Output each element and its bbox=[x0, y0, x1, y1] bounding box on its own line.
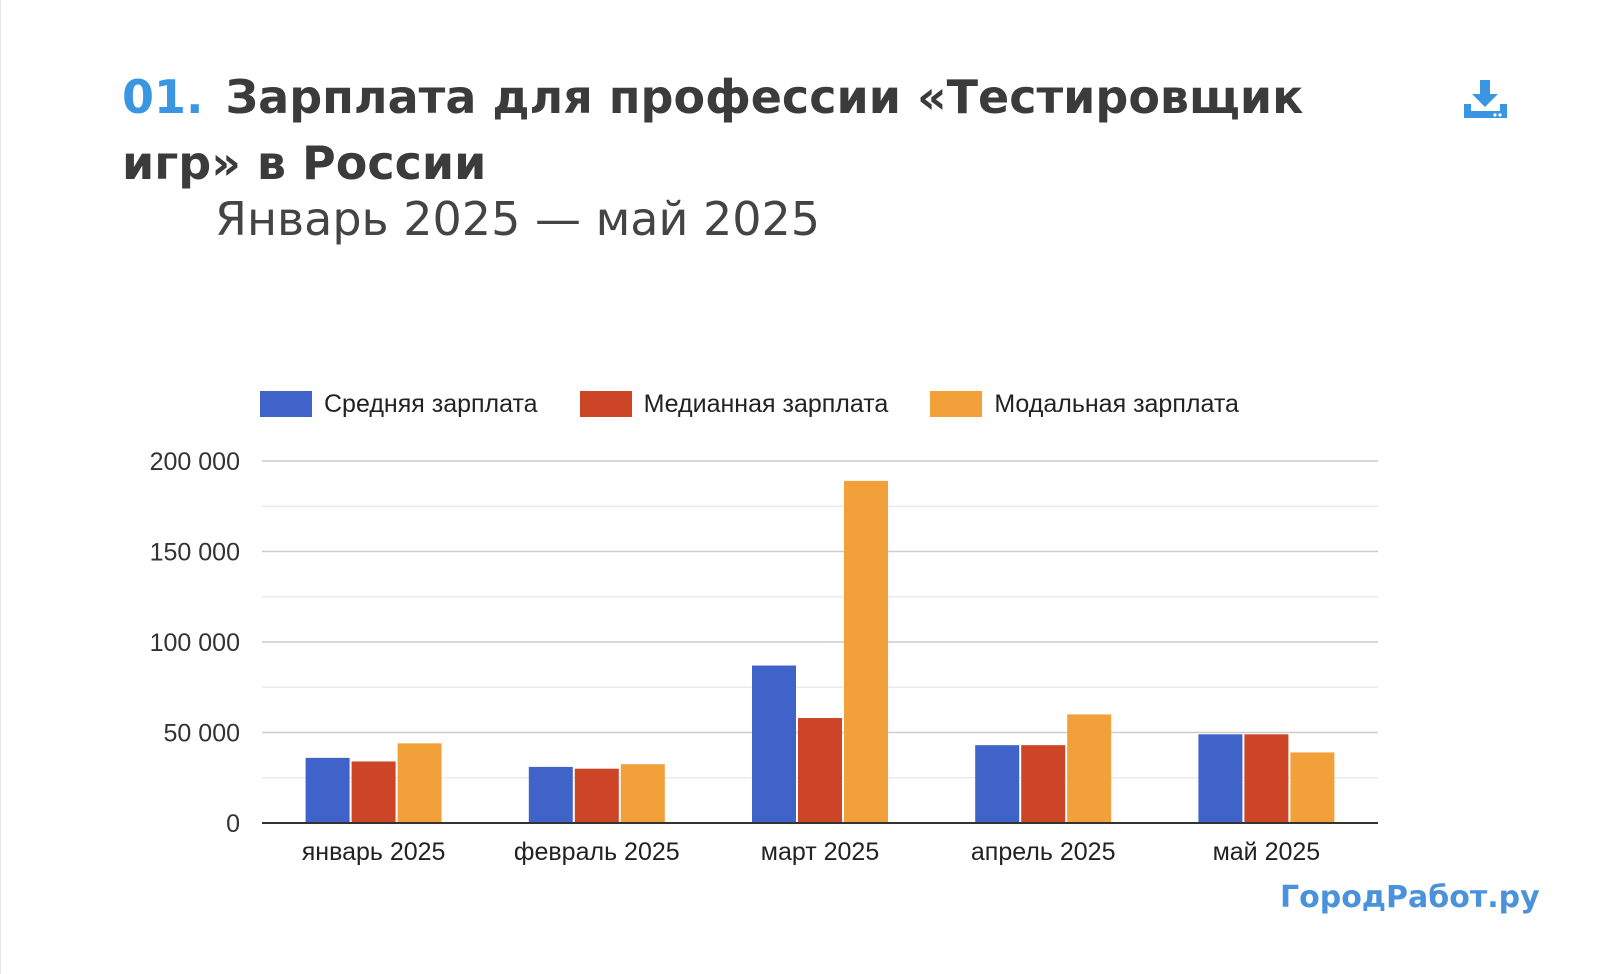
bar-median bbox=[1244, 734, 1289, 823]
legend-swatch-mode bbox=[930, 391, 983, 417]
legend-swatch-mean bbox=[260, 391, 312, 417]
bar-mean bbox=[1198, 734, 1243, 823]
bar-mode bbox=[620, 764, 665, 823]
legend-label-median: Медианная зарплата bbox=[643, 389, 889, 418]
legend-item-mode[interactable]: Модальная зарплата bbox=[930, 390, 1239, 419]
bar-mode bbox=[397, 743, 442, 823]
page-title: 01. Зарплата для профессии «Тестировщик и… bbox=[122, 64, 1422, 196]
chart-legend: Средняя зарплата Медианная зарплата Мода… bbox=[260, 388, 1281, 420]
legend-item-mean[interactable]: Средняя зарплата bbox=[260, 390, 538, 419]
bar-mean bbox=[528, 766, 573, 823]
x-tick-label: январь 2025 bbox=[302, 838, 446, 866]
bar-median bbox=[1021, 745, 1066, 823]
x-tick-label: апрель 2025 bbox=[971, 838, 1116, 866]
bar-median bbox=[798, 718, 842, 823]
bar-mode bbox=[1290, 752, 1335, 823]
title-number: 01. bbox=[122, 70, 204, 124]
bar-mean bbox=[752, 665, 796, 823]
legend-item-median[interactable]: Медианная зарплата bbox=[579, 389, 889, 419]
bar-mean bbox=[975, 745, 1020, 823]
bar-mode bbox=[844, 480, 888, 823]
legend-label-mode: Модальная зарплата bbox=[994, 389, 1239, 418]
y-tick-label: 150 000 bbox=[150, 539, 240, 567]
period-subtitle: Январь 2025 — май 2025 bbox=[215, 192, 821, 246]
y-tick-label: 100 000 bbox=[150, 629, 240, 657]
download-icon bbox=[1464, 80, 1507, 118]
x-tick-label: март 2025 bbox=[761, 838, 879, 866]
bar-median bbox=[574, 768, 619, 823]
legend-label-mean: Средняя зарплата bbox=[324, 389, 538, 418]
x-tick-label: февраль 2025 bbox=[514, 838, 680, 866]
bar-mode bbox=[1067, 714, 1112, 823]
y-tick-label: 50 000 bbox=[164, 720, 240, 748]
bar-mean bbox=[305, 757, 350, 823]
brand-logo[interactable]: ГородРабот.ру bbox=[1280, 880, 1540, 915]
x-tick-label: май 2025 bbox=[1213, 838, 1321, 866]
y-tick-label: 0 bbox=[226, 810, 240, 838]
y-tick-label: 200 000 bbox=[150, 448, 240, 476]
bar-median bbox=[351, 761, 396, 823]
title-text: Зарплата для профессии «Тестировщик игр»… bbox=[122, 70, 1304, 190]
legend-swatch-median bbox=[579, 391, 632, 417]
download-button[interactable] bbox=[1462, 76, 1510, 124]
